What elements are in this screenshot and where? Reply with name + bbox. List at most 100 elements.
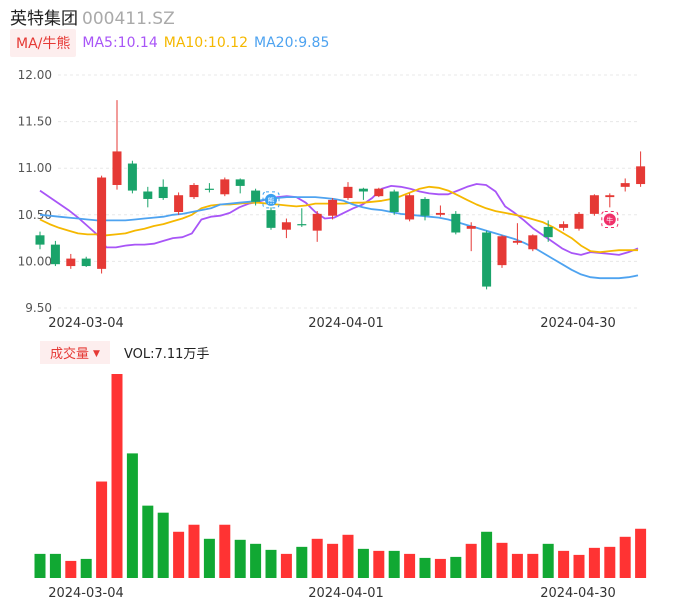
candle-body <box>636 166 646 185</box>
candle-body <box>97 177 107 269</box>
candle-body <box>435 212 445 215</box>
bear-badge-icon <box>265 193 277 206</box>
y-tick-label: 10.50 <box>18 208 52 222</box>
candle-body <box>189 184 199 198</box>
candle-body <box>204 188 214 190</box>
stock-title: 英特集团 000411.SZ <box>10 4 175 29</box>
candle-body <box>35 235 45 245</box>
volume-bar <box>49 553 61 578</box>
volume-value: VOL:7.11万手 <box>123 346 210 362</box>
price-grid <box>58 74 640 309</box>
ma-legend: MA/牛熊 MA5:10.14 MA10:10.12 MA20:9.85 <box>10 29 335 57</box>
candle-body <box>312 213 322 231</box>
candle-body <box>389 191 399 213</box>
volume-bar <box>434 558 446 578</box>
volume-bar <box>265 549 277 578</box>
ma-indicator-button[interactable]: MA/牛熊 <box>10 29 77 57</box>
candle-body <box>420 198 430 216</box>
volume-bar <box>234 539 246 578</box>
bull-bear-badges: 熊牛 <box>262 191 619 228</box>
ma10-line <box>39 185 638 254</box>
x-tick-label: 2024-04-30 <box>540 316 616 331</box>
volume-bar <box>511 553 523 578</box>
candle-body <box>112 151 122 185</box>
volume-bar <box>619 536 631 578</box>
volume-bar <box>311 538 323 578</box>
candle-body <box>81 258 91 267</box>
candle-body <box>466 225 476 229</box>
volume-bar <box>481 531 493 578</box>
y-axis-labels: 12.00 11.50 11.00 10.50 10.00 9.50 <box>18 68 52 315</box>
candle-body <box>543 226 553 238</box>
candle-body <box>127 163 137 191</box>
volume-bars <box>34 374 647 578</box>
caret-down-icon: ▼ <box>93 349 100 359</box>
volume-button-label: 成交量 <box>50 346 90 362</box>
stock-code: 000411.SZ <box>82 9 175 29</box>
candle-body <box>266 210 276 228</box>
bear-badge-frame <box>262 191 280 209</box>
volume-bar <box>419 557 431 578</box>
volume-bar <box>65 560 77 578</box>
candle-body <box>174 195 184 213</box>
volume-bar <box>558 550 570 578</box>
volume-bar <box>203 538 215 578</box>
x-tick-label: 2024-04-01 <box>308 586 384 601</box>
volume-bar <box>188 524 200 578</box>
moving-average-lines <box>39 183 639 280</box>
y-tick-label: 11.00 <box>18 161 52 175</box>
y-tick-label: 11.50 <box>18 115 52 129</box>
candle-body <box>482 232 492 287</box>
stock-name: 英特集团 <box>10 9 78 29</box>
candle-body <box>605 195 615 198</box>
ma5-line <box>39 183 639 256</box>
candle-body <box>589 195 599 214</box>
volume-indicator-button[interactable]: 成交量 ▼ <box>40 340 110 364</box>
volume-bar <box>250 543 262 578</box>
candle-body <box>328 199 338 216</box>
x-tick-label: 2024-04-30 <box>540 586 616 601</box>
candle-body <box>143 191 153 199</box>
volume-bar <box>34 553 46 578</box>
ma20-label: MA20:9.85 <box>254 35 330 51</box>
x-tick-label: 2024-03-04 <box>48 316 124 331</box>
candle-body <box>512 240 522 243</box>
ma10-label: MA10:10.12 <box>163 35 249 51</box>
candle-body <box>497 236 507 266</box>
volume-bar <box>588 547 600 578</box>
candle-body <box>66 258 76 267</box>
volume-bar <box>404 553 416 578</box>
volume-bar <box>357 548 369 578</box>
volume-bar <box>465 543 477 578</box>
volume-bar <box>342 534 354 578</box>
ma5-label: MA5:10.14 <box>82 35 158 51</box>
volume-bar <box>542 543 554 578</box>
x-tick-label: 2024-03-04 <box>48 586 124 601</box>
volume-bar <box>142 505 154 578</box>
volume-bar <box>219 524 231 578</box>
candle-body <box>620 183 630 187</box>
candle-body <box>50 244 60 265</box>
volume-bar <box>373 550 385 578</box>
candle-body <box>251 190 261 202</box>
candle-body <box>158 186 168 199</box>
candle-body <box>343 186 353 199</box>
candle-body <box>235 179 245 186</box>
volume-bar <box>573 554 585 578</box>
y-tick-label: 9.50 <box>25 301 52 315</box>
bull-badge-text: 牛 <box>606 215 613 224</box>
candle-body <box>374 188 384 197</box>
volume-bar <box>496 542 508 578</box>
candlesticks <box>35 100 646 290</box>
volume-legend: 成交量 ▼ VOL:7.11万手 <box>40 340 210 364</box>
y-tick-label: 10.00 <box>18 254 52 268</box>
candle-body <box>358 188 368 192</box>
volume-bar <box>635 528 647 578</box>
volume-bar <box>604 546 616 578</box>
volume-bar <box>126 453 138 578</box>
x-axis-labels-volume: 2024-03-04 2024-04-01 2024-04-30 <box>48 586 616 601</box>
volume-bar <box>327 543 339 578</box>
bull-badge-frame <box>601 210 619 228</box>
candle-body <box>281 222 291 230</box>
y-tick-label: 12.00 <box>18 68 52 82</box>
